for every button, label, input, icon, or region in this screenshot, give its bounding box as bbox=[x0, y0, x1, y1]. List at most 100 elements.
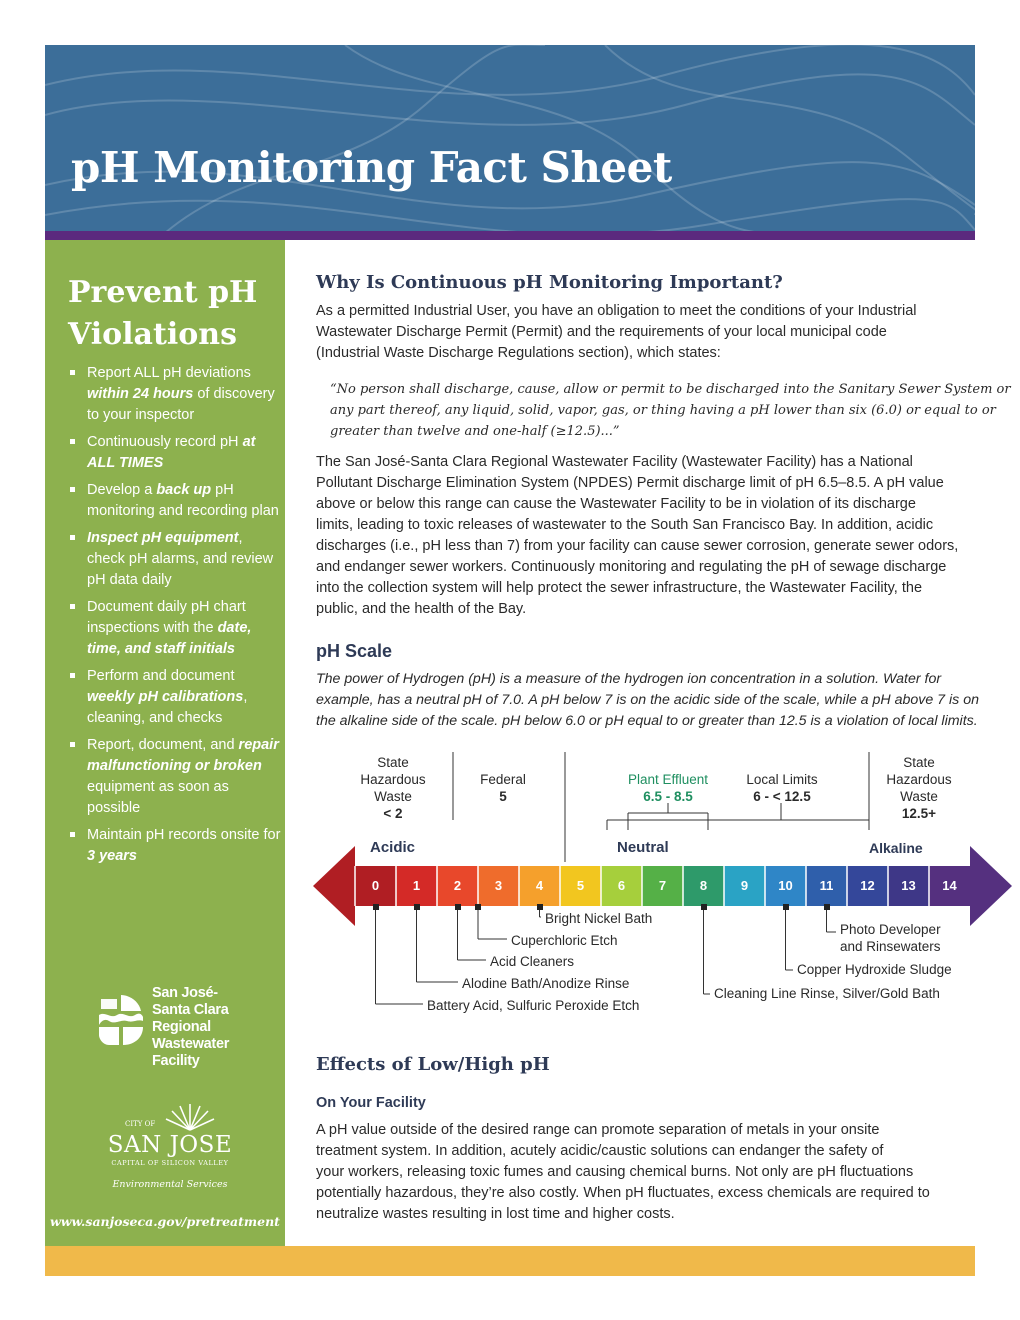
ph-scale-cell bbox=[642, 866, 683, 906]
ph-value-label: 0 bbox=[371, 878, 380, 893]
ph-value-label: 9 bbox=[740, 878, 749, 893]
city-of-text: CITY OF bbox=[125, 1120, 156, 1128]
checklist-emphasis: weekly pH calibrations bbox=[87, 689, 244, 705]
text-line: limits, leading to toxic releases of was… bbox=[316, 517, 934, 533]
example-label: Photo Developer and Rinsewaters bbox=[840, 922, 941, 954]
sun-icon bbox=[165, 1104, 215, 1131]
section-heading-why: Why Is Continuous pH Monitoring Importan… bbox=[316, 272, 783, 293]
text-line: As a permitted Industrial User, you have… bbox=[316, 303, 917, 319]
ph-scale-cell bbox=[683, 866, 724, 906]
checklist-emphasis: repair malfunctioning or broken bbox=[87, 737, 279, 774]
region-label-acidic: Acidic bbox=[370, 839, 416, 856]
ph-value-label: 1 bbox=[412, 878, 421, 893]
ph-value-label: 3 bbox=[494, 878, 503, 893]
checklist-text: of discovery to your inspector bbox=[87, 386, 275, 423]
ph-scale-cell bbox=[888, 866, 929, 906]
ph-scale-lines bbox=[313, 752, 1012, 1005]
checklist-text: Report ALL pH deviations bbox=[87, 365, 251, 381]
checklist-emphasis: Inspect pH equipment bbox=[87, 530, 239, 546]
text-line: public, and the health of the Bay. bbox=[316, 601, 527, 617]
example-marker bbox=[700, 904, 707, 910]
ph-scale-cell bbox=[765, 866, 806, 906]
limit-state-hazardous-low: State Hazardous Waste < 2 bbox=[360, 755, 426, 821]
sidebar: Prevent pH Violations Report ALL pH devi… bbox=[45, 240, 285, 1246]
section-heading-ph-scale: pH Scale bbox=[316, 641, 393, 661]
checklist-item: Report, document, and repair malfunction… bbox=[70, 735, 282, 819]
example-label: Bright Nickel Bath bbox=[545, 911, 653, 926]
example-marker bbox=[454, 904, 461, 910]
text-line: example, has a neutral pH of 7.0. A pH b… bbox=[316, 692, 979, 708]
checklist-item: Maintain pH records onsite for 3 years bbox=[70, 825, 282, 867]
bullet-icon bbox=[70, 673, 75, 678]
text-line: treatment system. In addition, acutely a… bbox=[316, 1143, 884, 1159]
ph-scale-cell bbox=[437, 866, 478, 906]
checklist-text: Maintain pH records onsite for bbox=[87, 827, 281, 843]
ph-scale-cell bbox=[724, 866, 765, 906]
example-marker bbox=[536, 904, 543, 910]
checklist-emphasis: at ALL TIMES bbox=[87, 434, 256, 471]
sidebar-title-line2: Violations bbox=[68, 317, 237, 352]
ph-scale-cell bbox=[560, 866, 601, 906]
ph-scale-cell bbox=[396, 866, 437, 906]
footer-bar bbox=[45, 1246, 975, 1276]
bullet-icon bbox=[70, 604, 75, 609]
wave-pattern bbox=[45, 45, 975, 233]
page-title: pH Monitoring Fact Sheet bbox=[71, 143, 672, 192]
checklist-text: pH monitoring and recording plan bbox=[87, 482, 279, 519]
checklist-text: Report, document, and bbox=[87, 737, 239, 753]
example-marker bbox=[475, 904, 481, 910]
text-line: The power of Hydrogen (pH) is a measure … bbox=[316, 671, 942, 687]
checklist-text: equipment as soon as possible bbox=[87, 779, 229, 816]
bullet-icon bbox=[70, 370, 75, 375]
ph-value-label: 2 bbox=[453, 878, 462, 893]
example-marker bbox=[823, 904, 830, 910]
example-label: Cuperchloric Etch bbox=[511, 933, 618, 948]
sidebar-checklist: Report ALL pH deviations within 24 hours… bbox=[70, 363, 282, 873]
text-line: your workers, releasing toxic fumes and … bbox=[316, 1164, 914, 1180]
header-divider bbox=[45, 231, 975, 240]
text-line: neutralize wastes resulting in lost time… bbox=[316, 1206, 675, 1222]
checklist-emphasis: within 24 hours bbox=[87, 386, 194, 402]
checklist-item: Develop a back up pH monitoring and reco… bbox=[70, 480, 282, 522]
checklist-emphasis: 3 years bbox=[87, 848, 137, 864]
ph-scale-cell bbox=[847, 866, 888, 906]
ph-value-label: 14 bbox=[942, 878, 957, 893]
section-heading-effects: Effects of Low/High pH bbox=[316, 1054, 550, 1075]
text-line: A pH value outside of the desired range … bbox=[316, 1122, 880, 1138]
city-tagline: CAPITAL OF SILICON VALLEY bbox=[111, 1159, 229, 1167]
ph-value-label: 4 bbox=[535, 878, 544, 893]
facility-line4: Wastewater bbox=[152, 1036, 230, 1052]
ph-scale-cell bbox=[806, 866, 847, 906]
text-line: greater than twelve and one-half (≥12.5)… bbox=[330, 424, 620, 439]
ph-scale-cell bbox=[355, 866, 396, 906]
ph-value-label: 13 bbox=[901, 878, 916, 893]
checklist-emphasis: date, time, and staff initials bbox=[87, 620, 252, 657]
text-line: “No person shall discharge, cause, allow… bbox=[330, 382, 1011, 397]
website-link[interactable]: www.sanjoseca.gov/pretreatment bbox=[50, 1214, 280, 1229]
example-label: Acid Cleaners bbox=[490, 954, 575, 969]
example-marker bbox=[372, 904, 379, 910]
facility-line3: Regional bbox=[152, 1019, 211, 1035]
text-line: the alkaline side of the scale. pH below… bbox=[316, 713, 978, 729]
checklist-emphasis: back up bbox=[156, 482, 212, 498]
bullet-icon bbox=[70, 439, 75, 444]
checklist-text: Develop a bbox=[87, 482, 157, 498]
city-logo: CITY OF SAN JOSE CAPITAL OF SILICON VALL… bbox=[105, 1102, 235, 1202]
bullet-icon bbox=[70, 832, 75, 837]
limit-local: Local Limits 6 - < 12.5 bbox=[746, 772, 818, 804]
ph-scale-cell bbox=[478, 866, 519, 906]
alkaline-arrow-head bbox=[970, 846, 1012, 926]
example-label: Alodine Bath/Anodize Rinse bbox=[462, 976, 630, 991]
text-line: potentially hazardous, they’re also cost… bbox=[316, 1185, 930, 1201]
example-label: Copper Hydroxide Sludge bbox=[797, 962, 952, 977]
checklist-text: Continuously record pH bbox=[87, 434, 243, 450]
checklist-item: Perform and document weekly pH calibrati… bbox=[70, 666, 282, 729]
facility-logo-text: San José- Santa Clara Regional Wastewate… bbox=[152, 985, 252, 1070]
ph-value-label: 8 bbox=[699, 878, 708, 893]
ph-scale-cell bbox=[601, 866, 642, 906]
city-name: SAN JOSE bbox=[107, 1132, 233, 1158]
facility-line2: Santa Clara bbox=[152, 1002, 229, 1018]
ph-value-label: 11 bbox=[819, 878, 834, 893]
text-line: Pollutant Discharge Elimination System (… bbox=[316, 475, 944, 491]
ph-scale-cell bbox=[519, 866, 560, 906]
